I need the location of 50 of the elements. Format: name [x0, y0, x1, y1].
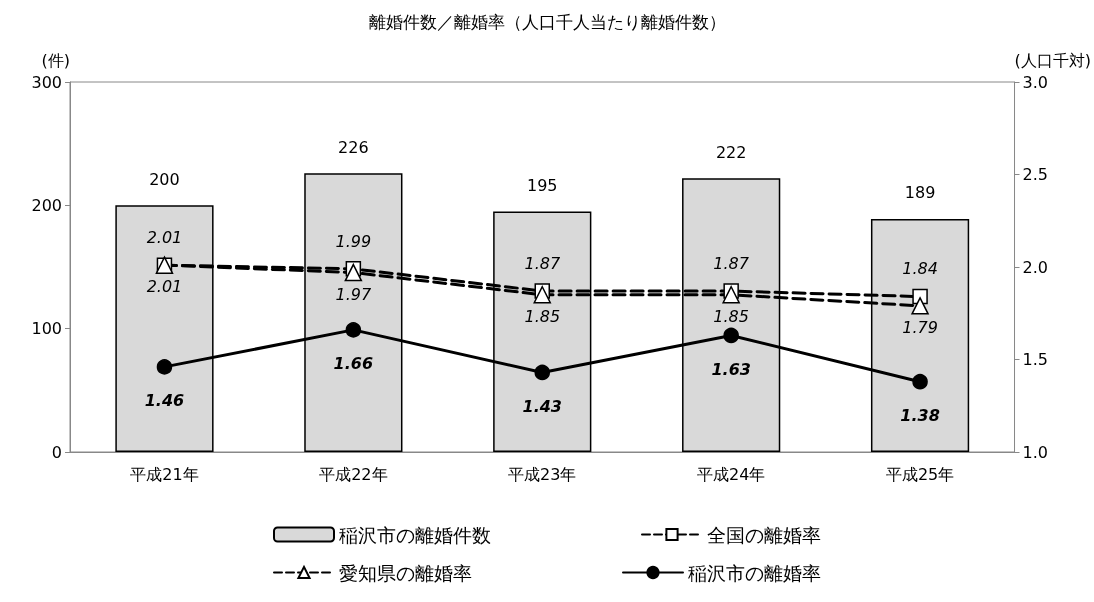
y2-tick-label: 1.0	[1022, 442, 1048, 462]
data-label: 2.01	[146, 227, 183, 247]
point	[534, 364, 551, 381]
y-tick-label: 0	[51, 442, 62, 462]
data-label: 1.43	[522, 396, 562, 416]
point	[344, 263, 363, 282]
data-label: 1.63	[711, 359, 751, 379]
data-label: 1.46	[144, 391, 185, 411]
x-tick-label: 平成22年	[319, 464, 388, 484]
data-label: 1.38	[900, 405, 940, 425]
data-label: 2.01	[146, 277, 183, 297]
y2-axis-title: (人口千対)	[1014, 50, 1091, 70]
point	[723, 327, 739, 344]
point	[156, 359, 173, 375]
point	[911, 297, 929, 315]
x-tick-label: 平成24年	[696, 464, 766, 484]
y-axis-title: (件)	[41, 50, 70, 70]
y2-tick-label: 2.0	[1022, 257, 1048, 277]
chart-title: 離婚件数／離婚率（人口千人当たり離婚件数）	[368, 11, 726, 32]
data-label: 226	[338, 137, 369, 157]
data-label: 1.84	[902, 259, 938, 279]
legend-label: 稲沢市の離婚率	[688, 561, 821, 584]
legend-label: 稲沢市の離婚件数	[339, 523, 491, 546]
point	[345, 322, 362, 338]
legend-label: 全国の離婚率	[707, 523, 821, 546]
x-tick-label: 平成23年	[508, 464, 577, 484]
y-tick-label: 300	[31, 72, 62, 92]
data-label: 1.85	[524, 307, 561, 326]
point	[533, 286, 552, 304]
x-tick-label: 平成21年	[130, 464, 199, 484]
y2-tick-label: 1.5	[1022, 350, 1048, 369]
data-label: 1.97	[335, 284, 372, 304]
data-label: 1.87	[713, 253, 750, 273]
point	[912, 373, 928, 390]
data-label: 195	[526, 176, 558, 195]
point	[722, 286, 740, 304]
data-label: 1.85	[713, 307, 749, 326]
data-label: 1.99	[335, 231, 372, 251]
data-label: 189	[904, 183, 936, 203]
y2-tick-label: 3.0	[1022, 72, 1048, 92]
data-label: 1.66	[333, 354, 374, 374]
data-label: 200	[149, 169, 180, 189]
data-label: 1.87	[524, 253, 561, 273]
y2-tick-label: 2.5	[1022, 165, 1048, 184]
y-tick-label: 100	[31, 319, 62, 339]
legend-label: 愛知県の離婚率	[339, 561, 472, 584]
x-tick-label: 平成25年	[885, 464, 955, 484]
y-tick-label: 200	[31, 195, 62, 215]
data-label: 222	[715, 142, 747, 162]
data-label: 1.79	[902, 318, 938, 338]
